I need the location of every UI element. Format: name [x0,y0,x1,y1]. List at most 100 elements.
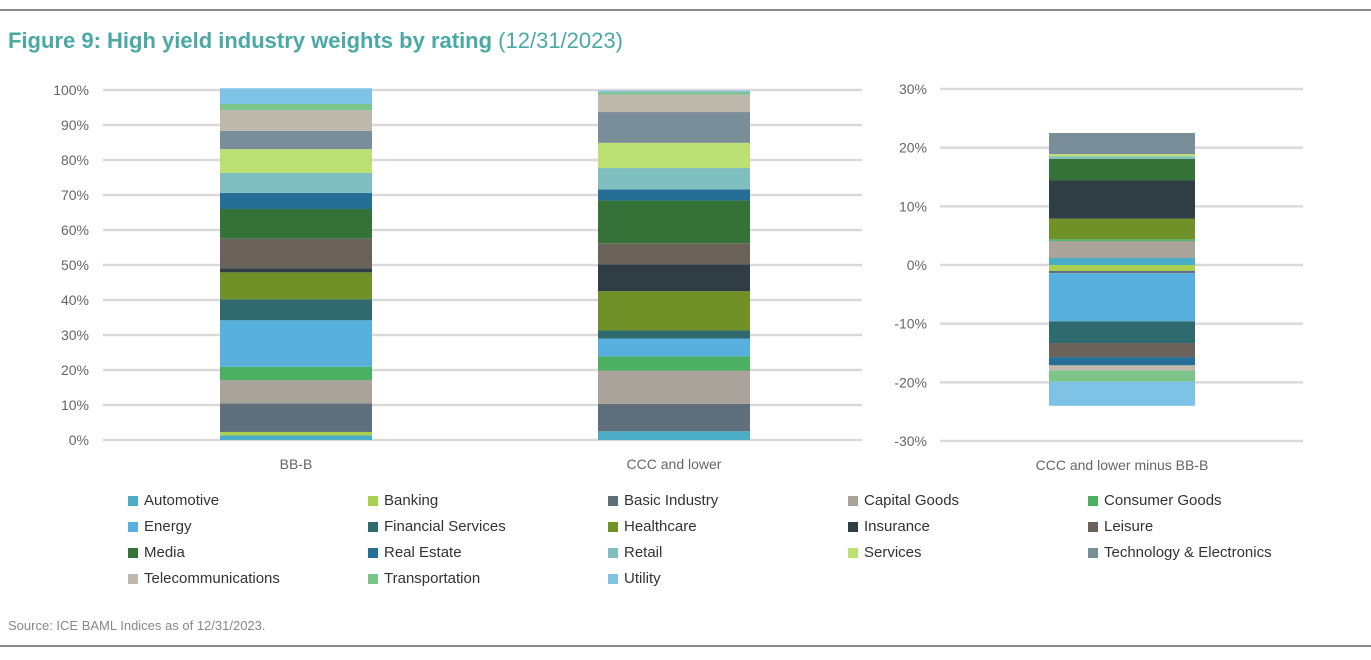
legend-item-leisure: Leisure [1088,518,1153,535]
legend-item-real-estate: Real Estate [368,544,462,561]
bar-segment-bb-b-retail [220,172,372,193]
bar-segment-bb-b-basic-industry [220,403,372,432]
bar-segment-bb-b-services [220,149,372,173]
legend-swatch [368,573,378,584]
bar-segment-ccc-and-lower-insurance [598,264,750,292]
diff-bar-segment-automotive [1049,257,1195,265]
right-y-tick-label: -10% [894,316,927,332]
bar-segment-bb-b-insurance [220,268,372,273]
legend-label: Financial Services [384,518,506,535]
bar-segment-ccc-and-lower-technology-and-electronics [598,112,750,143]
legend-item-banking: Banking [368,492,438,509]
legend-label: Healthcare [624,518,697,535]
legend-swatch [128,573,138,584]
bar-segment-ccc-and-lower-media [598,200,750,244]
diff-bar-segment-banking [1049,265,1195,271]
legend-swatch [1088,547,1098,558]
legend-swatch [368,547,378,558]
diff-bar-segment-retail [1049,156,1195,159]
legend-swatch [128,521,138,532]
bar-segment-bb-b-telecommunications [220,110,372,131]
bar-segment-ccc-and-lower-utility [598,90,750,93]
legend-item-automotive: Automotive [128,492,219,509]
bar-segment-bb-b-utility [220,88,372,104]
bar-segment-bb-b-real-estate [220,192,372,209]
bar-segment-bb-b-capital-goods [220,380,372,404]
legend-label: Utility [624,570,661,587]
legend-swatch [368,521,378,532]
diff-bar-segment-insurance [1049,180,1195,219]
figure-title-lead: Figure 9: High yield industry weights by… [8,28,493,53]
diff-bar-segment-energy [1049,273,1195,322]
diff-bar-segment-services [1049,154,1195,157]
bar-segment-ccc-and-lower-healthcare [598,291,750,331]
legend-label: Automotive [144,492,220,509]
legend-item-utility: Utility [608,570,661,587]
legend-label: Telecommunications [144,570,280,587]
left-y-tick-label: 100% [53,82,89,98]
diff-bar-segment-leisure [1049,343,1195,358]
diff-bar-segment-healthcare [1049,218,1195,240]
legend-item-media: Media [128,544,185,561]
bar-segment-ccc-and-lower-telecommunications [598,94,750,113]
top-rule [0,9,1371,11]
legend-swatch [608,521,618,532]
bar-segment-ccc-and-lower-basic-industry [598,403,750,432]
legend-swatch [128,547,138,558]
legend-label: Technology & Electronics [1104,544,1272,561]
figure-title-date: (12/31/2023) [492,28,623,53]
diff-bar-segment-financial-services [1049,321,1195,344]
legend-label: Energy [144,518,192,535]
bar-segment-bb-b-consumer-goods [220,366,372,381]
legend-label: Consumer Goods [1104,492,1222,509]
legend-item-consumer-goods: Consumer Goods [1088,492,1222,509]
diff-bar-segment-technology-and-electronics [1049,133,1195,155]
diff-bar-segment-media [1049,158,1195,181]
bar-segment-ccc-and-lower-real-estate [598,189,750,201]
left-y-tick-label: 10% [61,397,89,413]
diff-bar-segment-basic-industry [1049,270,1195,274]
legend-swatch [128,495,138,506]
legend-item-retail: Retail [608,544,662,561]
diff-bar-segment-telecommunications [1049,365,1195,371]
legend-label: Insurance [864,518,930,535]
bar-segment-bb-b-technology-and-electronics [220,130,372,150]
legend-label: Capital Goods [864,492,960,509]
legend-swatch [1088,521,1098,532]
bar-segment-bb-b-automotive [220,435,372,440]
left-y-tick-label: 0% [69,432,89,448]
bar-segment-ccc-and-lower-leisure [598,243,750,265]
left-y-tick-label: 40% [61,292,89,308]
left-y-tick-label: 60% [61,222,89,238]
left-y-tick-label: 90% [61,117,89,133]
right-y-tick-label: 30% [899,81,927,97]
legend-label: Services [864,544,922,561]
right-y-tick-label: 10% [899,198,927,214]
bar-segment-ccc-and-lower-capital-goods [598,370,750,404]
legend-label: Basic Industry [624,492,719,509]
bar-segment-ccc-and-lower-automotive [598,431,750,440]
left-y-tick-label: 20% [61,362,89,378]
legend-swatch [608,573,618,584]
legend-swatch [608,495,618,506]
right-y-tick-label: -20% [894,374,927,390]
legend-item-technology-and-electronics: Technology & Electronics [1088,544,1272,561]
legend-label: Leisure [1104,518,1154,535]
bar-segment-bb-b-transportation [220,104,372,111]
bar-segment-ccc-and-lower-transportation [598,92,750,95]
bar-segment-ccc-and-lower-consumer-goods [598,356,750,371]
right-y-tick-label: -30% [894,433,927,449]
legend-swatch [368,495,378,506]
legend-item-basic-industry: Basic Industry [608,492,718,509]
bar-segment-bb-b-leisure [220,238,372,269]
bar-segment-bb-b-energy [220,320,372,367]
bottom-rule [0,645,1371,647]
left-y-tick-label: 30% [61,327,89,343]
bar-segment-ccc-and-lower-retail [598,168,750,190]
diff-bar-segment-transportation [1049,370,1195,382]
legend-swatch [1088,495,1098,506]
source-note: Source: ICE BAML Indices as of 12/31/202… [8,618,266,633]
legend-swatch [848,495,858,506]
legend-label: Media [144,544,185,561]
bar-segment-ccc-and-lower-services [598,142,750,169]
